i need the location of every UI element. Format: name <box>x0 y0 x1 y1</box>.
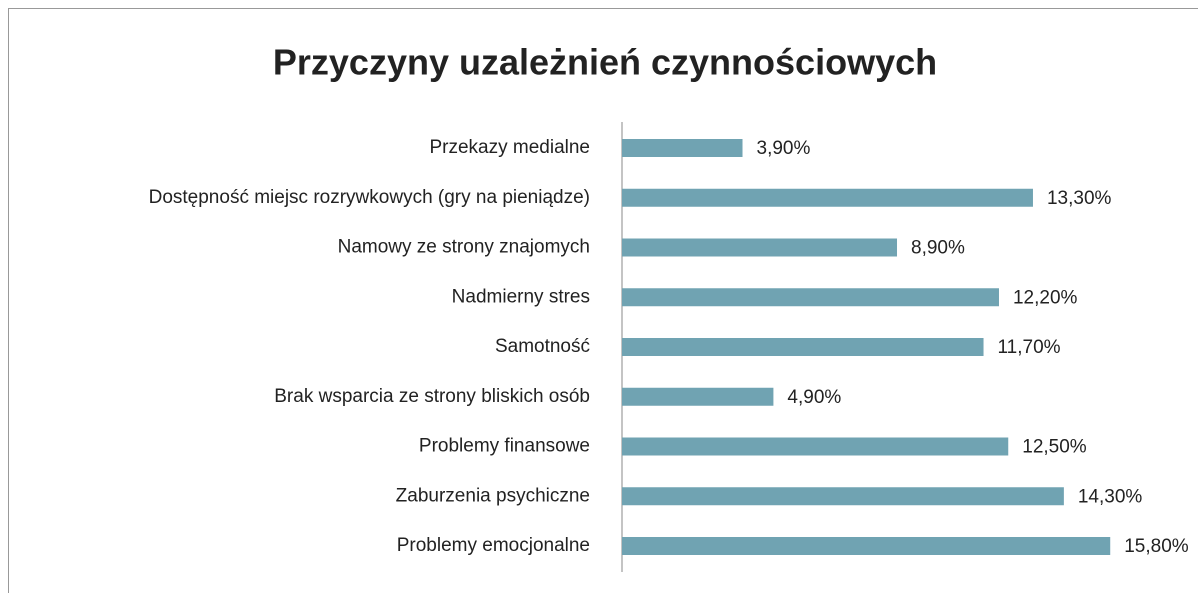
category-label: Namowy ze strony znajomych <box>338 237 590 258</box>
category-label: Zaburzenia psychiczne <box>396 485 590 506</box>
bar <box>622 188 1033 207</box>
category-label: Problemy finansowe <box>419 436 590 457</box>
bar <box>622 387 774 406</box>
category-label: Samotność <box>495 336 590 357</box>
bar <box>622 487 1064 506</box>
category-label: Problemy emocjonalne <box>397 535 590 556</box>
value-label: 14,30% <box>1078 486 1143 507</box>
value-label: 8,90% <box>911 238 965 259</box>
bar <box>622 238 898 257</box>
bar <box>622 338 984 356</box>
value-label: 12,50% <box>1022 437 1087 458</box>
category-label: Dostępność miejsc rozrywkowych (gry na p… <box>149 187 590 208</box>
value-label: 15,80% <box>1124 536 1189 557</box>
chart-title: Przyczyny uzależnień czynnościowych <box>273 42 937 83</box>
chart-border <box>8 8 1198 593</box>
category-label: Przekazy medialne <box>429 137 590 158</box>
value-label: 13,30% <box>1047 188 1112 209</box>
bar <box>622 437 1009 456</box>
value-label: 4,90% <box>787 387 841 408</box>
category-label: Nadmierny stres <box>452 286 590 307</box>
bar <box>622 537 1111 555</box>
bar <box>622 288 999 307</box>
value-label: 3,90% <box>757 138 811 159</box>
value-label: 12,20% <box>1013 287 1078 308</box>
value-label: 11,70% <box>998 337 1061 358</box>
bar <box>622 139 743 157</box>
category-label: Brak wsparcia ze strony bliskich osób <box>274 386 590 407</box>
